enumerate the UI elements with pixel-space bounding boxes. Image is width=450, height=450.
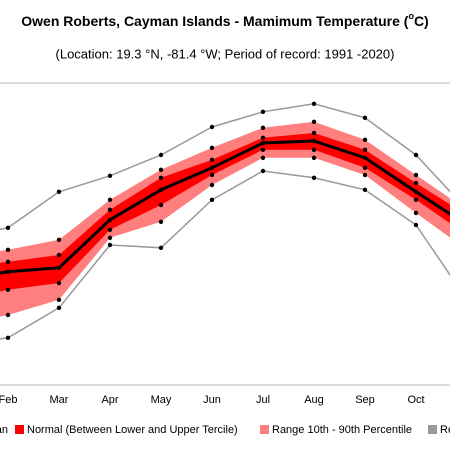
point: [209, 172, 215, 178]
point: [362, 155, 368, 160]
point: [5, 247, 11, 252]
title-main: Owen Roberts, Cayman Islands - Mamimum T…: [21, 13, 409, 29]
point: [56, 265, 62, 270]
point: [5, 335, 11, 340]
point: [107, 242, 113, 248]
legend-label: Mean: [0, 424, 8, 436]
point: [260, 155, 266, 160]
point: [209, 182, 215, 188]
point: [5, 225, 11, 230]
point: [260, 140, 266, 146]
point: [311, 138, 317, 144]
x-tick-label: May: [151, 394, 172, 406]
point: [158, 167, 164, 172]
band-area: [0, 121, 450, 317]
point: [158, 245, 164, 250]
legend-swatch: [428, 425, 437, 434]
x-tick-label: Jun: [203, 394, 221, 406]
point: [311, 175, 317, 180]
x-tick-label: Sep: [355, 394, 375, 406]
point: [311, 119, 317, 125]
point: [107, 173, 113, 178]
x-tick-label: Aug: [304, 394, 324, 406]
point: [209, 197, 215, 202]
point: [311, 155, 317, 160]
point: [362, 187, 368, 192]
point: [362, 115, 368, 121]
point: [158, 219, 164, 224]
title-sup: o: [408, 11, 414, 21]
title-end: C): [414, 13, 429, 29]
x-tick-label: Feb: [0, 394, 17, 406]
point: [209, 157, 215, 162]
band-area: [0, 133, 450, 292]
point: [107, 217, 113, 222]
point: [107, 227, 113, 232]
point: [362, 147, 368, 152]
point: [209, 145, 215, 150]
point: [5, 269, 11, 274]
point: [56, 237, 62, 242]
chart-title: Owen Roberts, Cayman Islands - Mamimum T…: [21, 11, 428, 28]
point: [158, 202, 164, 208]
point: [158, 152, 164, 158]
point: [362, 172, 368, 178]
point: [5, 259, 11, 264]
point: [107, 197, 113, 202]
legend-swatch: [260, 425, 269, 434]
point: [413, 180, 419, 186]
point: [260, 147, 266, 152]
chart-subtitle: (Location: 19.3 °N, -81.4 °W; Period of …: [56, 46, 395, 61]
point: [311, 147, 317, 152]
point: [413, 189, 419, 194]
point: [413, 222, 419, 228]
point: [209, 124, 215, 130]
point: [56, 297, 62, 302]
point: [260, 109, 266, 115]
legend-label: Range 10th - 90th Percentile: [272, 424, 412, 436]
point: [260, 135, 266, 140]
point: [362, 137, 368, 142]
point: [5, 312, 11, 318]
point: [107, 207, 113, 212]
point: [260, 168, 266, 174]
point: [311, 101, 317, 107]
point: [209, 165, 215, 170]
point: [413, 152, 419, 158]
point: [56, 280, 62, 286]
legend-label: Record: [440, 424, 450, 436]
point: [158, 175, 164, 180]
point: [5, 287, 11, 292]
x-tick-label: Apr: [101, 394, 118, 406]
x-tick-label: Mar: [50, 394, 69, 406]
x-tick-label: Oct: [407, 394, 424, 406]
point: [413, 197, 419, 202]
point: [107, 235, 113, 240]
legend-label: Normal (Between Lower and Upper Tercile): [27, 424, 238, 436]
x-tick-label: Jul: [256, 394, 270, 406]
legend-swatch: [15, 425, 24, 434]
point: [311, 130, 317, 136]
point: [413, 172, 419, 178]
point: [260, 125, 266, 130]
point: [362, 165, 368, 170]
point: [158, 187, 164, 192]
point: [56, 305, 62, 310]
point: [56, 252, 62, 258]
point: [56, 189, 62, 194]
point: [413, 210, 419, 216]
